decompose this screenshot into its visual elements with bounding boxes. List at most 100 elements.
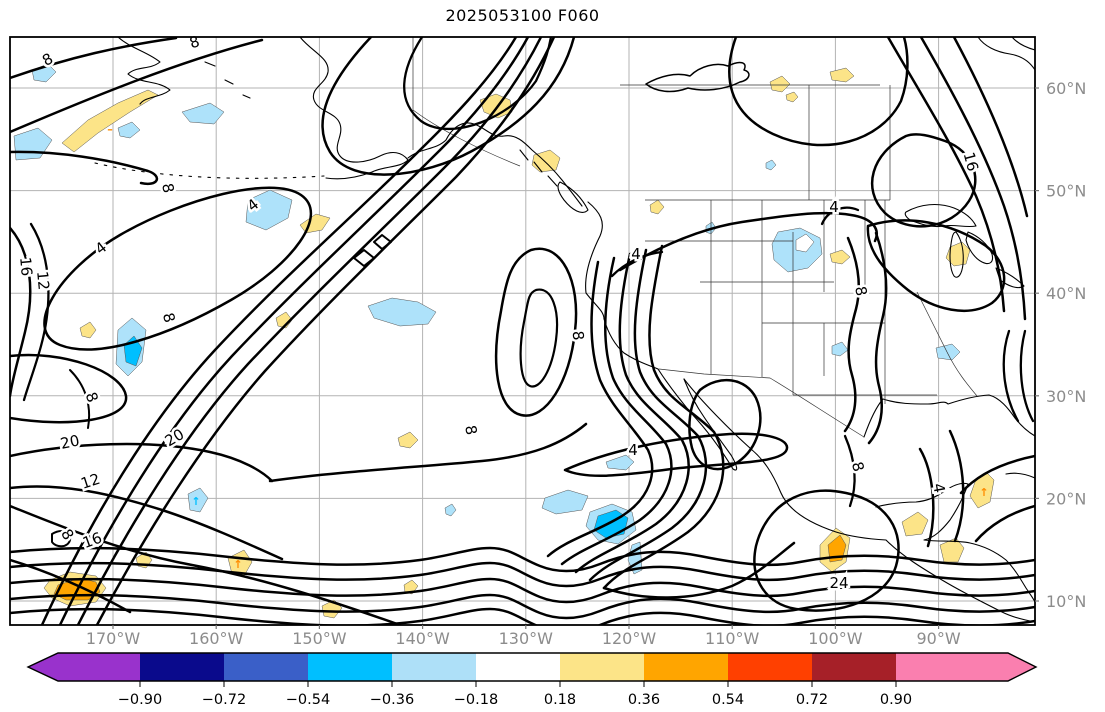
colorbar-segment xyxy=(476,653,560,681)
contour-path xyxy=(952,37,1029,218)
shaded-patch xyxy=(829,67,855,83)
y-tick-label: 30°N xyxy=(1046,387,1086,406)
contour-label: 12 xyxy=(79,470,103,493)
shaded-patch xyxy=(79,321,97,339)
patch-arrow-marker: – xyxy=(107,123,113,136)
contour-label: 8 xyxy=(848,460,868,474)
colorbar-left-arrow xyxy=(28,653,140,681)
contour-path xyxy=(10,504,402,625)
x-tick-label: 130°W xyxy=(499,629,554,648)
colorbar-outline xyxy=(26,652,1038,682)
y-tick-label: 50°N xyxy=(1046,182,1086,201)
map-layers xyxy=(10,37,1035,625)
contour-path xyxy=(10,226,32,398)
shaded-patch xyxy=(649,199,665,215)
contour-path xyxy=(870,133,977,228)
contour-path xyxy=(918,447,935,548)
x-tick-label: 110°W xyxy=(705,629,760,648)
shading-patches xyxy=(13,63,995,619)
patch-arrow-marker: ↑ xyxy=(191,495,200,508)
contour-path xyxy=(519,288,559,388)
contour-path xyxy=(645,61,750,93)
colorbar-tick-label: 0.90 xyxy=(880,692,912,708)
coastline-path xyxy=(204,61,251,99)
shaded-patch xyxy=(187,487,209,513)
contour-path xyxy=(353,249,375,267)
contour-path xyxy=(10,38,264,134)
shaded-patch xyxy=(765,159,777,171)
contour-path xyxy=(1019,329,1035,423)
x-tick-label: 90°W xyxy=(917,629,961,648)
coastline-path xyxy=(519,149,558,187)
border-path xyxy=(916,291,948,353)
contour-path xyxy=(560,256,673,566)
coastline-path xyxy=(965,231,994,265)
border-path xyxy=(412,109,521,167)
shaded-patch xyxy=(795,233,815,253)
contour-label: 8 xyxy=(159,311,179,325)
shaded-patch xyxy=(901,511,929,537)
patch-arrow-marker: ↑ xyxy=(233,558,242,571)
shaded-patch xyxy=(299,213,331,234)
shaded-patch xyxy=(769,75,791,93)
contour-path xyxy=(1002,329,1020,423)
coastline-path xyxy=(949,231,964,278)
contour-path xyxy=(843,434,856,508)
shaded-patch xyxy=(939,537,965,563)
colorbar-segment xyxy=(224,653,308,681)
x-tick-label: 170°W xyxy=(86,629,141,648)
colorbar-tick-label: −0.36 xyxy=(370,692,414,708)
contour-path xyxy=(974,504,1035,543)
contour-label: 16 xyxy=(16,256,36,277)
contour-path xyxy=(10,561,1035,588)
contour-path xyxy=(610,250,664,278)
colorbar-segment xyxy=(812,653,896,681)
contour-label: 8 xyxy=(851,285,870,298)
coastline-path xyxy=(1005,472,1035,479)
contour-label: 8 xyxy=(158,182,177,195)
patch-arrow-marker: ↑ xyxy=(979,486,988,499)
contour-path xyxy=(563,432,789,478)
shaded-patch xyxy=(785,91,799,103)
contour-path xyxy=(95,37,556,625)
shaded-patch xyxy=(831,341,849,357)
shaded-patch xyxy=(945,241,971,267)
coastlines xyxy=(94,37,1035,623)
contour-path xyxy=(403,37,553,131)
x-tick-label: 120°W xyxy=(602,629,657,648)
contour-path xyxy=(10,150,159,186)
colorbar-segment xyxy=(392,653,476,681)
contour-label: 24 xyxy=(829,574,848,592)
contour-label: 4 xyxy=(92,238,111,258)
coastline-path xyxy=(299,37,409,180)
border-path xyxy=(946,351,978,397)
contour-label: 12 xyxy=(33,270,53,291)
coastline-path xyxy=(585,201,659,370)
contour-path xyxy=(321,37,576,176)
contour-label: 4 xyxy=(628,441,638,459)
border-path xyxy=(658,368,865,438)
x-tick-label: 160°W xyxy=(189,629,244,648)
contour-path xyxy=(866,219,1006,312)
contour-label: 20 xyxy=(59,431,81,453)
contour-path xyxy=(820,206,860,226)
coastline-path xyxy=(557,181,589,213)
contour-label: 8 xyxy=(187,32,202,52)
x-tick-label: 100°W xyxy=(808,629,863,648)
x-tick-label: 140°W xyxy=(395,629,450,648)
colorbar-tick-label: 0.54 xyxy=(712,692,744,708)
x-tick-label: 150°W xyxy=(292,629,347,648)
contour-label: 8 xyxy=(57,526,77,543)
contour-label: 4 xyxy=(631,245,641,263)
contour-path xyxy=(10,546,1035,573)
shaded-patch xyxy=(397,431,419,449)
page-title: 2025053100 F060 xyxy=(445,6,600,25)
contour-layer xyxy=(10,37,1035,625)
patch-markers: ↑ ↑ ↑ – xyxy=(107,123,988,571)
colorbar-segment xyxy=(728,653,812,681)
contour-path xyxy=(602,541,796,599)
coastline-path xyxy=(407,122,583,207)
contour-path xyxy=(948,429,965,543)
colorbar-segment xyxy=(560,653,644,681)
